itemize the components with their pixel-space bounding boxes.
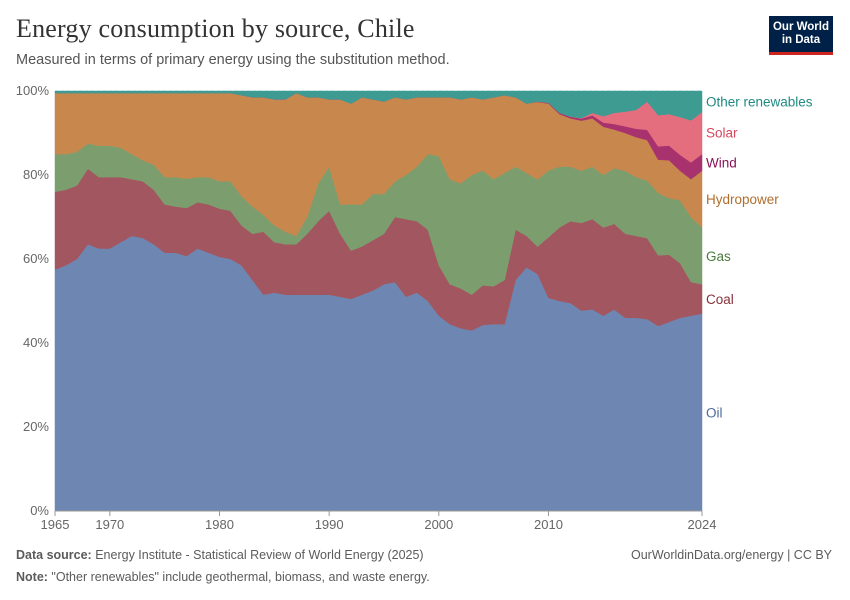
- x-tick-label: 1970: [95, 517, 124, 530]
- area-other-renewables: [54, 90, 703, 121]
- y-tick-label: 80%: [23, 167, 49, 182]
- series-label-gas: Gas: [706, 249, 731, 264]
- series-label-other-renewables: Other renewables: [706, 95, 813, 110]
- x-tick-label: 2024: [688, 517, 717, 530]
- y-tick-label: 0%: [30, 503, 49, 518]
- note-label: Note:: [16, 570, 48, 584]
- area-chart: 0% 20% 40% 60% 80% 100% 1965 1970 1980 1990 2000 20…: [16, 83, 813, 530]
- x-tick-label: 1980: [205, 517, 234, 530]
- data-source-text[interactable]: Energy Institute - Statistical Review of…: [91, 548, 424, 562]
- source-url[interactable]: OurWorldinData.org/energy | CC BY: [630, 548, 832, 562]
- data-source: Data source: Energy Institute - Statisti…: [16, 548, 424, 562]
- series-label-solar: Solar: [706, 125, 738, 140]
- y-tick-label: 40%: [23, 335, 49, 350]
- chart-title: Energy consumption by source, Chile: [16, 14, 415, 43]
- x-tick-label: 2010: [534, 517, 563, 530]
- series-label-coal: Coal: [706, 292, 734, 307]
- chart-subtitle: Measured in terms of primary energy usin…: [16, 52, 450, 68]
- data-source-label: Data source:: [16, 548, 92, 562]
- series-label-hydropower: Hydropower: [706, 192, 779, 207]
- owid-logo[interactable]: Our World in Data: [769, 16, 833, 55]
- x-tick-label: 1990: [315, 517, 344, 530]
- x-tick-label: 2000: [424, 517, 453, 530]
- series-label-oil: Oil: [706, 405, 723, 420]
- y-tick-label: 100%: [16, 83, 50, 98]
- y-tick-label: 60%: [23, 251, 49, 266]
- chart-note: Note: "Other renewables" include geother…: [16, 570, 430, 584]
- note-text: "Other renewables" include geothermal, b…: [47, 570, 430, 584]
- logo-line-1: Our World: [772, 21, 829, 33]
- series-label-wind: Wind: [706, 155, 737, 170]
- logo-line-2: in Data: [781, 34, 821, 46]
- x-tick-label: 1965: [41, 517, 70, 530]
- y-tick-label: 20%: [23, 419, 49, 434]
